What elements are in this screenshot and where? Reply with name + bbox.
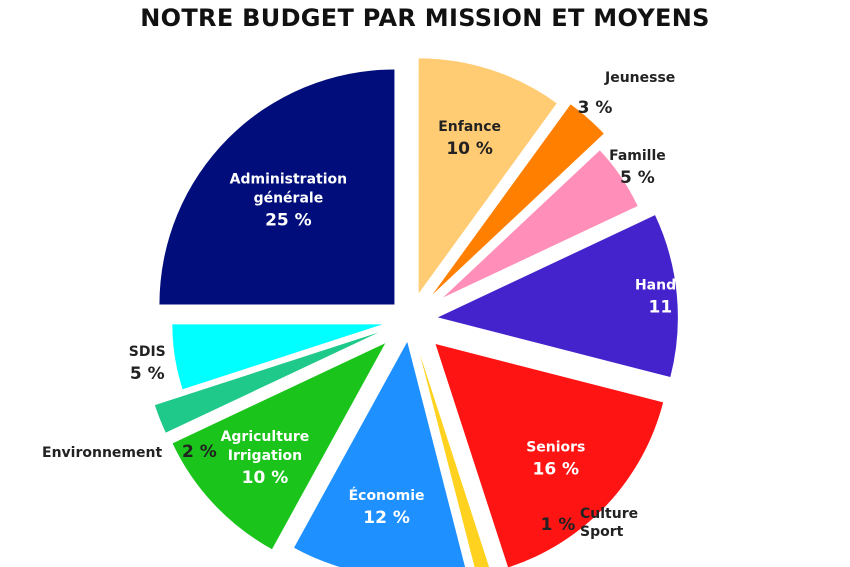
slice-environnement bbox=[154, 332, 379, 433]
slice-label-environnement: Environnement bbox=[42, 445, 162, 461]
slice-value-jeunesse: 3 % bbox=[578, 98, 613, 118]
slice-value-economie: 12 % bbox=[363, 508, 410, 528]
slice-label-seniors: Seniors bbox=[526, 439, 585, 455]
slice-administration-generale bbox=[159, 69, 395, 305]
slice-value-handicap: 11 % bbox=[649, 298, 696, 318]
slice-enfance bbox=[418, 58, 557, 294]
slice-label-culture-sport: Sport bbox=[580, 524, 624, 540]
slice-label-administration-generale: générale bbox=[254, 190, 324, 206]
slice-value-administration-generale: 25 % bbox=[265, 210, 312, 230]
slice-economie bbox=[294, 341, 466, 567]
slice-label-agriculture-irrigation: Agriculture bbox=[221, 429, 310, 445]
slice-label-enfance: Enfance bbox=[438, 119, 501, 135]
slice-value-sdis: 5 % bbox=[130, 364, 165, 384]
slice-label-agriculture-irrigation: Irrigation bbox=[228, 448, 302, 464]
slice-value-agriculture-irrigation: 10 % bbox=[242, 468, 289, 488]
slice-agriculture-irrigation bbox=[172, 343, 386, 550]
slice-label-culture-sport: Culture bbox=[580, 506, 638, 522]
slice-value-enfance: 10 % bbox=[446, 139, 493, 159]
slice-sdis bbox=[172, 324, 383, 390]
slice-jeunesse bbox=[432, 104, 604, 295]
slice-value-seniors: 16 % bbox=[532, 459, 579, 479]
slice-value-culture-sport: 1 % bbox=[541, 515, 576, 535]
slice-label-famille: Famille bbox=[609, 148, 666, 164]
slice-value-environnement: 2 % bbox=[182, 442, 217, 462]
chart-title: NOTRE BUDGET PAR MISSION ET MOYENS bbox=[140, 4, 710, 32]
slice-label-handicap: Handicap bbox=[635, 278, 709, 294]
slice-seniors bbox=[435, 343, 664, 567]
slice-label-sdis: SDIS bbox=[129, 344, 166, 360]
slice-label-economie: Économie bbox=[349, 487, 425, 504]
slice-handicap bbox=[437, 215, 678, 378]
slice-famille bbox=[443, 150, 638, 298]
slice-label-administration-generale: Administration bbox=[230, 171, 347, 187]
slice-label-jeunesse: Jeunesse bbox=[604, 70, 675, 86]
slice-value-famille: 5 % bbox=[620, 168, 655, 188]
